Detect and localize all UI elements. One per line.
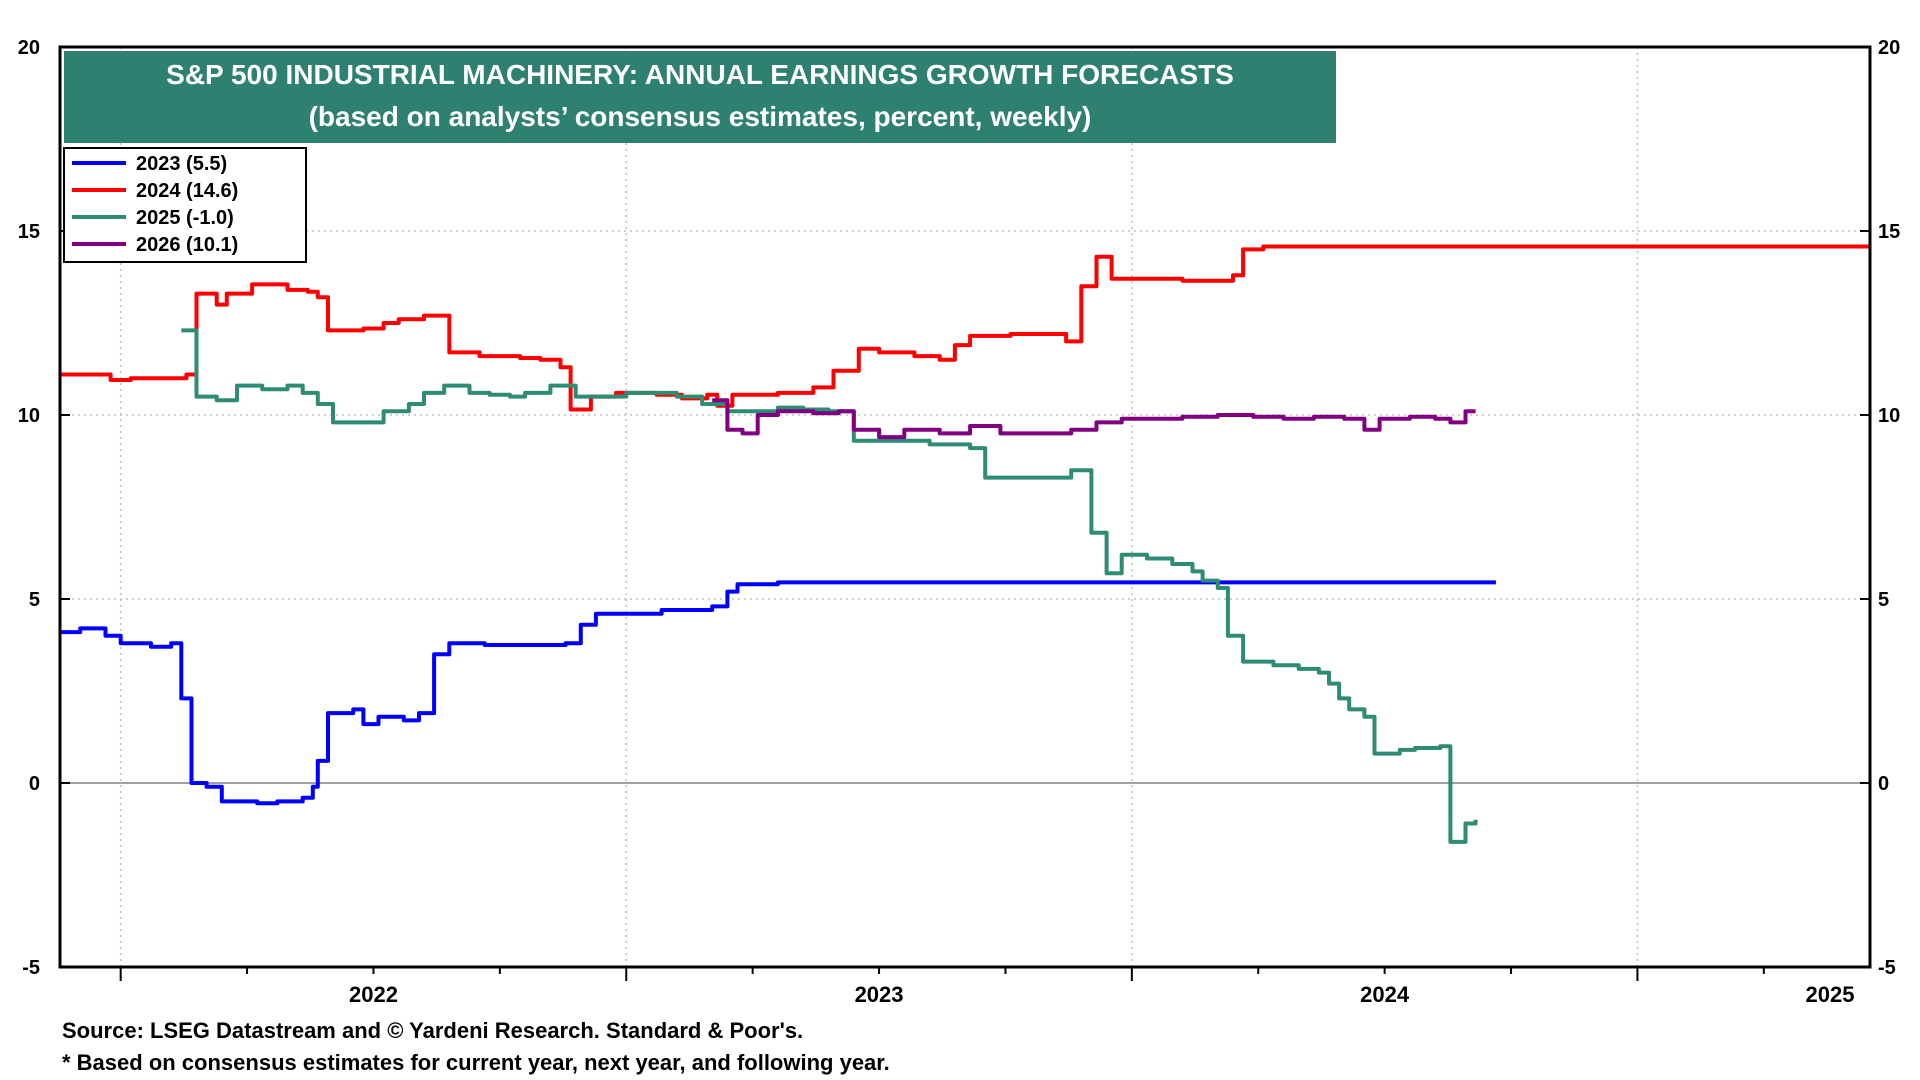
y-tick-label-left: 10 [18, 405, 40, 427]
series-line-2024 [60, 244, 1870, 412]
y-tick-label-left: 5 [29, 589, 40, 611]
y-tick-label-right: 0 [1878, 773, 1889, 795]
y-tick-label-left: 20 [18, 37, 40, 59]
title-background [64, 51, 1336, 143]
grid-layer [60, 47, 1870, 967]
title-box: S&P 500 INDUSTRIAL MACHINERY: ANNUAL EAR… [64, 51, 1336, 143]
y-tick-label-left: -5 [22, 957, 40, 979]
series-line-2026 [712, 398, 1476, 440]
legend-label-2025: 2025 (-1.0) [136, 207, 234, 229]
chart-subtitle: (based on analysts’ consensus estimates,… [309, 101, 1092, 132]
y-tick-label-right: 15 [1878, 221, 1900, 243]
x-tick-label: 2022 [349, 982, 398, 1007]
legend-label-2024: 2024 (14.6) [136, 180, 238, 202]
x-tick-label: 2024 [1360, 982, 1410, 1007]
series-line-2025 [181, 328, 1478, 844]
plot-frame [58, 45, 1872, 969]
legend: 2023 (5.5) 2024 (14.6) 2025 (-1.0) 2026 (10… [63, 147, 307, 263]
y-tick-label-right: -5 [1878, 957, 1896, 979]
x-tick-label: 2025 [1806, 982, 1855, 1007]
x-tick-label: 2023 [855, 982, 904, 1007]
legend-label-2026: 2026 (10.1) [136, 234, 238, 256]
y-tick-label-right: 5 [1878, 589, 1889, 611]
y-tick-label-right: 20 [1878, 37, 1900, 59]
chart-title: S&P 500 INDUSTRIAL MACHINERY: ANNUAL EAR… [166, 59, 1234, 90]
y-tick-label-right: 10 [1878, 405, 1900, 427]
y-tick-label-left: 0 [29, 773, 40, 795]
footnote: * Based on consensus estimates for curre… [62, 1050, 890, 1075]
source-note: Source: LSEG Datastream and © Yardeni Re… [62, 1018, 804, 1043]
series-layer [60, 244, 1870, 844]
y-tick-label-left: 15 [18, 221, 40, 243]
legend-label-2023: 2023 (5.5) [136, 153, 227, 175]
axis-layer: 20 20 15 15 10 10 5 5 0 0 -5 -5 2022 2023 2024 2025 [18, 37, 1901, 1007]
series-line-2023 [60, 580, 1496, 806]
